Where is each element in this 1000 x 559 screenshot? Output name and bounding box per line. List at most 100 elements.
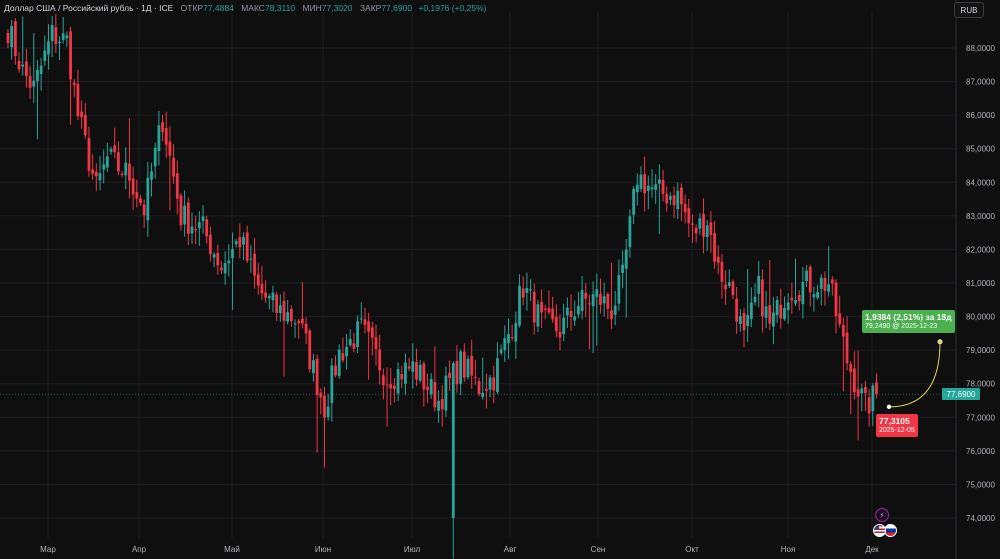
projection-callout[interactable]: 1,9384 (2,51%) за 18д 79,2490 @ 2025-12-… [862, 309, 955, 333]
candle-body [124, 162, 128, 176]
projection-end-point[interactable] [937, 339, 943, 345]
chart-header: Доллар США / Российский рубль · 1Д · ICE… [4, 3, 487, 13]
candle-body [385, 384, 389, 386]
candle-body [698, 218, 702, 229]
currency-button[interactable]: RUB [954, 2, 984, 18]
candle-body [378, 349, 382, 371]
candle-body [558, 331, 562, 338]
candle-body [735, 298, 739, 322]
candle-body [337, 349, 341, 377]
candle-body [172, 157, 175, 177]
candle-body [819, 277, 823, 289]
candle-body [374, 337, 378, 349]
candle-body [69, 31, 72, 80]
time-tick-label: Мар [40, 545, 56, 554]
candle-body [768, 305, 772, 324]
price-tick-label: 74,0000 [966, 514, 995, 523]
price-tick-label: 88,0000 [966, 44, 995, 53]
candle-body [220, 267, 223, 271]
candle-body [492, 377, 496, 391]
candle-body [702, 213, 705, 237]
candle-body [746, 314, 750, 327]
candle-body [21, 64, 25, 67]
candle-body [691, 223, 694, 225]
candle-body [448, 372, 451, 378]
candle-body [577, 306, 580, 315]
candle-body [440, 399, 444, 410]
candle-body [650, 187, 654, 190]
candle-body [713, 233, 716, 262]
candle-body [356, 321, 359, 348]
candle-body [242, 237, 245, 245]
price-tick-label: 83,0000 [966, 212, 995, 221]
candle-body [411, 361, 415, 372]
candle-body [525, 288, 529, 293]
candle-body [319, 392, 323, 398]
projection-line [886, 339, 943, 410]
candle-body [286, 312, 290, 322]
candle-body [28, 76, 32, 88]
candle-body [308, 330, 312, 370]
candle-body [599, 293, 602, 305]
candle-body [827, 284, 831, 292]
candle-body [812, 294, 816, 298]
candle-body [194, 229, 198, 231]
candle-body [727, 282, 731, 286]
time-axis[interactable]: Мар Апр Май Июн Июл Авг Сен Окт Ноя Дек [40, 545, 879, 554]
candle-body [164, 127, 168, 145]
lightning-icon[interactable]: ⚡ [875, 508, 889, 522]
candle-body [109, 149, 113, 152]
candle-body [326, 406, 330, 418]
candle-body [672, 195, 676, 206]
candle-body [485, 389, 488, 391]
candle-body [694, 227, 698, 234]
projection-start-callout[interactable]: 77,3105 2025-12-05 [876, 413, 918, 437]
candle-body [676, 190, 680, 210]
flags-icon[interactable] [873, 524, 897, 537]
candle-body [223, 263, 227, 274]
candle-body [459, 351, 463, 384]
high-label: МАКС [241, 3, 265, 13]
time-tick-label: Сен [591, 545, 606, 554]
candle-body [253, 253, 256, 276]
candle-body [418, 364, 422, 381]
symbol-title[interactable]: Доллар США / Российский рубль · 1Д · ICE [4, 3, 174, 13]
candle-body [543, 308, 547, 310]
candle-body [635, 184, 639, 193]
candle-body [6, 32, 10, 43]
candle-body [864, 387, 867, 393]
price-axis[interactable]: 88,0000 87,0000 86,0000 85,0000 84,0000 83,00… [966, 44, 995, 523]
candle-body [584, 292, 588, 299]
candle-body [617, 275, 621, 304]
candle-body [624, 249, 628, 269]
candle-body [554, 316, 558, 332]
candle-body [643, 174, 647, 194]
candle-body [400, 374, 404, 380]
candle-body [433, 381, 437, 408]
candle-body [212, 254, 216, 258]
candle-body [496, 358, 499, 393]
candle-body [10, 26, 14, 48]
candle-body [823, 277, 827, 291]
candle-body [190, 226, 194, 234]
candle-body [205, 219, 209, 237]
candle-body [573, 316, 577, 321]
price-tick-label: 75,0000 [966, 480, 995, 489]
projection-change: 1,9384 (2,51%) за 18д [865, 311, 952, 322]
candle-body [856, 389, 860, 397]
candle-body [50, 25, 54, 41]
candle-body [94, 171, 98, 177]
candle-body [142, 204, 146, 216]
price-tick-label: 78,0000 [966, 380, 995, 389]
candle-body [610, 310, 613, 319]
candle-body [330, 365, 334, 404]
candle-body [838, 313, 842, 325]
candle-body [36, 69, 39, 82]
candle-body [772, 312, 775, 327]
candle-body [779, 304, 783, 319]
projection-start-point[interactable] [886, 404, 892, 410]
candle-body [588, 303, 591, 305]
candle-body [13, 21, 17, 57]
price-tick-label: 82,0000 [966, 245, 995, 254]
